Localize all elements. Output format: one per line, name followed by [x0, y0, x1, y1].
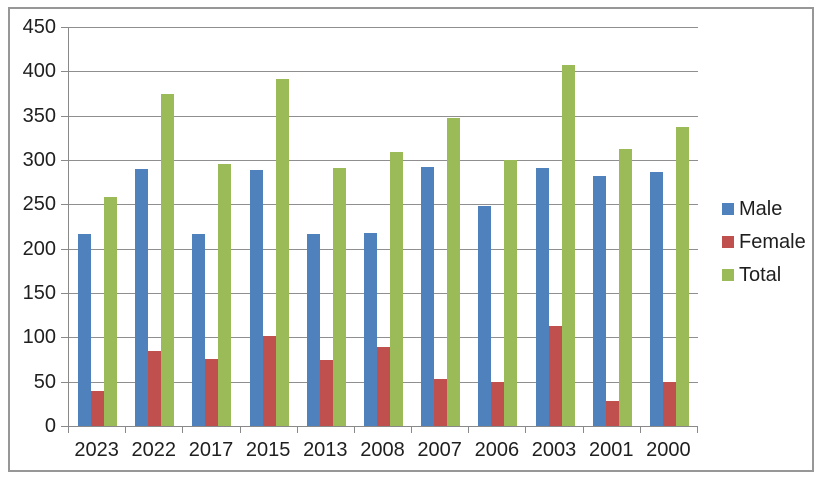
bar-male-2013	[306, 234, 320, 426]
bar-female-2008	[377, 347, 390, 426]
legend-label-male: Male	[739, 198, 783, 220]
y-axis-label-150: 150	[22, 282, 56, 304]
x-axis-tick-1	[125, 427, 127, 433]
x-axis-label-2022: 2022	[131, 439, 177, 461]
gridline-100	[69, 337, 698, 339]
bar-total-2003	[561, 65, 575, 426]
bar-total-2022	[161, 93, 175, 426]
x-axis-label-2007: 2007	[417, 439, 462, 461]
legend-item-female: Female	[722, 232, 806, 252]
bar-male-2007	[421, 167, 435, 426]
x-axis-label-2015: 2015	[245, 439, 291, 461]
bar-total-2023	[104, 197, 118, 426]
bar-total-2013	[332, 167, 346, 426]
bar-male-2008	[364, 232, 377, 426]
y-axis-tick-450	[61, 27, 68, 28]
bar-female-2000	[662, 381, 676, 426]
bar-male-2003	[535, 167, 549, 426]
bar-female-2013	[319, 360, 333, 426]
gridline-150	[69, 293, 698, 294]
y-axis-label-450: 450	[22, 16, 56, 38]
x-axis-label-2013: 2013	[303, 439, 348, 461]
gridline-350	[69, 115, 698, 117]
x-axis-tick-9	[582, 427, 584, 433]
legend-item-male: Male	[722, 199, 806, 219]
x-axis-label-2017: 2017	[188, 439, 234, 461]
y-axis-tick-350	[61, 115, 68, 117]
y-axis-tick-150	[61, 293, 68, 294]
x-axis-tick-5	[353, 427, 355, 433]
bar-total-2007	[447, 118, 461, 426]
x-axis-tick-11	[697, 427, 698, 433]
y-axis-label-250: 250	[22, 193, 56, 216]
bar-female-2022	[148, 350, 162, 426]
y-axis-label-300: 300	[22, 149, 56, 171]
y-axis-tick-100	[61, 337, 68, 339]
x-axis-label-2008: 2008	[360, 439, 405, 461]
bar-female-2015	[262, 336, 276, 426]
bar-male-2000	[649, 171, 663, 426]
bar-total-2000	[675, 127, 689, 426]
plot-area	[68, 27, 698, 427]
bar-total-2001	[618, 149, 632, 426]
y-axis-tick-50	[61, 381, 68, 383]
gridline-400	[69, 71, 698, 73]
x-axis-tick-4	[296, 427, 298, 433]
y-axis-label-50: 50	[33, 370, 56, 393]
y-axis-label-350: 350	[22, 104, 56, 127]
x-axis-tick-2	[182, 427, 184, 433]
bar-total-2017	[218, 164, 232, 426]
bar-female-2006	[491, 381, 505, 426]
y-axis-label-200: 200	[22, 237, 56, 260]
x-axis-tick-6	[411, 427, 413, 433]
x-axis-label-2001: 2001	[588, 439, 634, 461]
bar-female-2003	[548, 325, 562, 426]
bar-female-2001	[605, 401, 619, 426]
y-axis-label-100: 100	[22, 326, 56, 349]
y-axis-label-400: 400	[22, 60, 56, 83]
x-axis-tick-3	[239, 427, 241, 433]
bar-male-2017	[192, 234, 206, 426]
legend-swatch-male	[722, 203, 734, 215]
bar-total-2006	[504, 160, 518, 426]
gridline-300	[69, 160, 698, 161]
bar-female-2017	[205, 358, 219, 426]
bar-total-2008	[390, 152, 403, 426]
legend-item-total: Total	[722, 265, 806, 285]
y-axis-tick-250	[61, 204, 68, 206]
x-axis-label-2003: 2003	[531, 439, 577, 461]
bar-total-2015	[275, 79, 289, 426]
bar-female-2007	[434, 379, 448, 426]
y-axis-tick-0	[61, 426, 68, 427]
x-axis-tick-8	[525, 427, 527, 433]
y-axis-tick-400	[61, 71, 68, 73]
bar-male-2022	[135, 168, 149, 426]
x-axis-tick-7	[468, 427, 470, 433]
gridline-450	[69, 27, 698, 28]
legend: Male Female Total	[722, 199, 806, 285]
x-axis-label-2023: 2023	[74, 439, 119, 461]
legend-label-total: Total	[739, 264, 782, 286]
legend-swatch-female	[722, 236, 734, 248]
y-axis-label-0: 0	[44, 415, 56, 437]
bar-male-2023	[78, 234, 92, 426]
y-axis-tick-200	[61, 248, 68, 250]
x-axis-tick-10	[639, 427, 641, 433]
bar-male-2015	[249, 169, 263, 426]
bar-male-2006	[478, 206, 492, 426]
gridline-250	[69, 204, 698, 206]
legend-label-female: Female	[739, 231, 806, 253]
y-axis-tick-300	[61, 160, 68, 161]
bar-female-2023	[91, 390, 105, 426]
x-axis-tick-0	[68, 427, 69, 433]
gridline-200	[69, 248, 698, 250]
bar-male-2001	[592, 175, 606, 426]
legend-swatch-total	[722, 269, 734, 281]
x-axis-label-2006: 2006	[474, 439, 520, 461]
x-axis-label-2000: 2000	[646, 439, 691, 461]
